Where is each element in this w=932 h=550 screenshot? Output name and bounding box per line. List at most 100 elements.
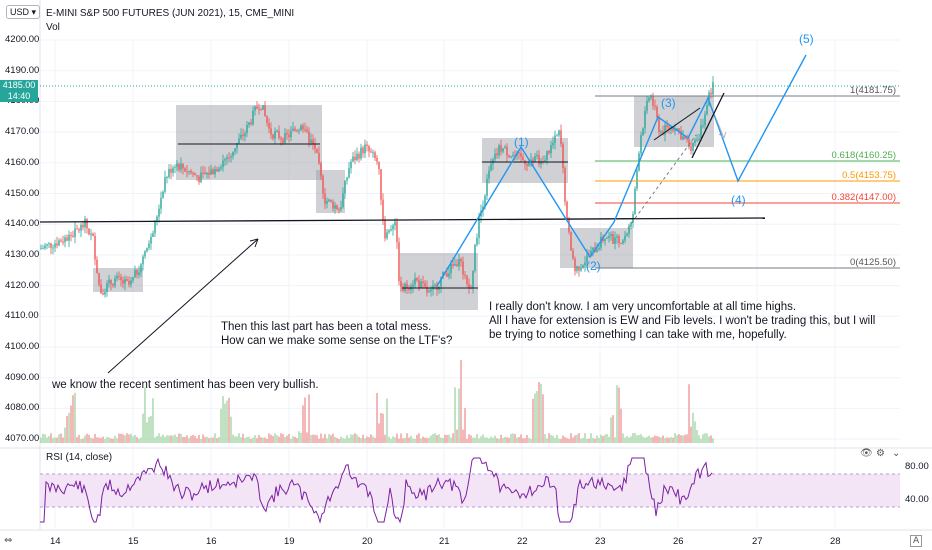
volume-bar (692, 412, 694, 443)
candle-body (660, 131, 662, 133)
eye-icon[interactable]: 👁 (860, 448, 873, 459)
volume-bar (324, 434, 326, 443)
candle-body (616, 236, 618, 238)
gear-icon[interactable]: ⚙ (876, 448, 885, 459)
candle-body (694, 139, 696, 143)
volume-bar (480, 436, 482, 443)
candle-body (342, 193, 344, 208)
volume-bar (92, 438, 94, 443)
volume-bar (422, 436, 424, 443)
auto-scale-icon[interactable]: A (910, 535, 923, 547)
candle-body (498, 145, 500, 156)
candle-body (692, 142, 694, 151)
volume-bar (188, 438, 190, 443)
candle-body (672, 127, 674, 131)
candle-body (346, 177, 348, 181)
arrow-head (249, 238, 259, 248)
trend-line (691, 92, 725, 159)
candle-body (186, 171, 188, 173)
candle-body (502, 148, 504, 152)
volume-bar (512, 433, 514, 443)
candle-body (518, 152, 520, 154)
collapse-arrow-icon[interactable]: ⇔ (4, 535, 13, 546)
candle-body (686, 138, 688, 140)
candle-body (98, 273, 100, 285)
volume-bar (70, 405, 72, 443)
volume-bar (490, 436, 492, 443)
candle-body (568, 219, 570, 232)
volume-bar (570, 433, 572, 443)
candle-body (130, 280, 132, 285)
candle-body (256, 106, 258, 109)
volume-bar (150, 416, 152, 443)
volume-bar (292, 436, 294, 443)
candle-body (208, 172, 210, 175)
candle-body (626, 233, 628, 236)
candle-body (396, 221, 398, 243)
volume-bar (494, 435, 496, 443)
volume-bar (114, 435, 116, 443)
candle-body (508, 155, 510, 158)
volume-bar (662, 435, 664, 443)
volume-bar (680, 435, 682, 443)
candle-body (448, 273, 450, 277)
volume-bar (396, 433, 398, 443)
volume-bar (650, 437, 652, 443)
volume-label[interactable]: Vol (46, 22, 60, 33)
candle-body (500, 145, 502, 152)
candle-body (48, 243, 50, 245)
candle-body (62, 241, 64, 243)
volume-bar (564, 437, 566, 443)
volume-bar (104, 438, 106, 443)
candle-body (406, 283, 408, 288)
volume-bar (684, 434, 686, 443)
candle-body (268, 123, 270, 129)
price-tick-label: 4110.00 (5, 310, 39, 322)
time-tick-label: 23 (595, 536, 606, 547)
volume-bar (316, 435, 318, 443)
candle-body (68, 234, 70, 241)
volume-bar (668, 437, 670, 443)
volume-bar (194, 436, 196, 443)
note-highs[interactable]: I really don't know. I am very uncomfort… (489, 301, 876, 341)
candle-body (548, 150, 550, 154)
volume-bar (72, 395, 74, 443)
candle-body (278, 130, 280, 138)
volume-bar (64, 427, 66, 443)
volume-bar (282, 434, 284, 443)
rsi-title[interactable]: RSI (14, close) (46, 452, 113, 463)
volume-bar (290, 438, 292, 443)
candle-body (428, 291, 430, 293)
chevron-down-icon[interactable]: ⌄ (892, 448, 901, 459)
candle-body (682, 136, 684, 140)
wave-label-2: (2) (586, 259, 601, 273)
candle-body (368, 145, 370, 152)
candle-body (252, 110, 254, 125)
volume-bar (388, 436, 390, 443)
volume-bar (510, 433, 512, 443)
candle-body (420, 281, 422, 288)
volume-bar (358, 436, 360, 443)
candle-body (106, 283, 108, 292)
volume-bar (618, 387, 620, 443)
candle-body (454, 264, 456, 266)
candle-body (326, 201, 328, 204)
currency-selector[interactable]: USD ▾ (6, 5, 41, 19)
volume-bar (534, 393, 536, 443)
volume-bar (688, 384, 690, 443)
candle-body (136, 270, 138, 275)
grid (0, 0, 932, 531)
volume-bar (218, 437, 220, 443)
note-mess[interactable]: Then this last part has been a total mes… (221, 321, 453, 347)
candle-body (390, 229, 392, 231)
candle-body (286, 133, 288, 135)
candle-body (168, 168, 170, 178)
candle-body (380, 169, 382, 200)
candle-body (250, 122, 252, 125)
note-bullish[interactable]: we know the recent sentiment has been ve… (52, 379, 319, 391)
symbol-title[interactable]: E-MINI S&P 500 FUTURES (JUN 2021), 15, C… (46, 8, 295, 19)
candle-body (358, 153, 360, 159)
candle-body (288, 134, 290, 138)
